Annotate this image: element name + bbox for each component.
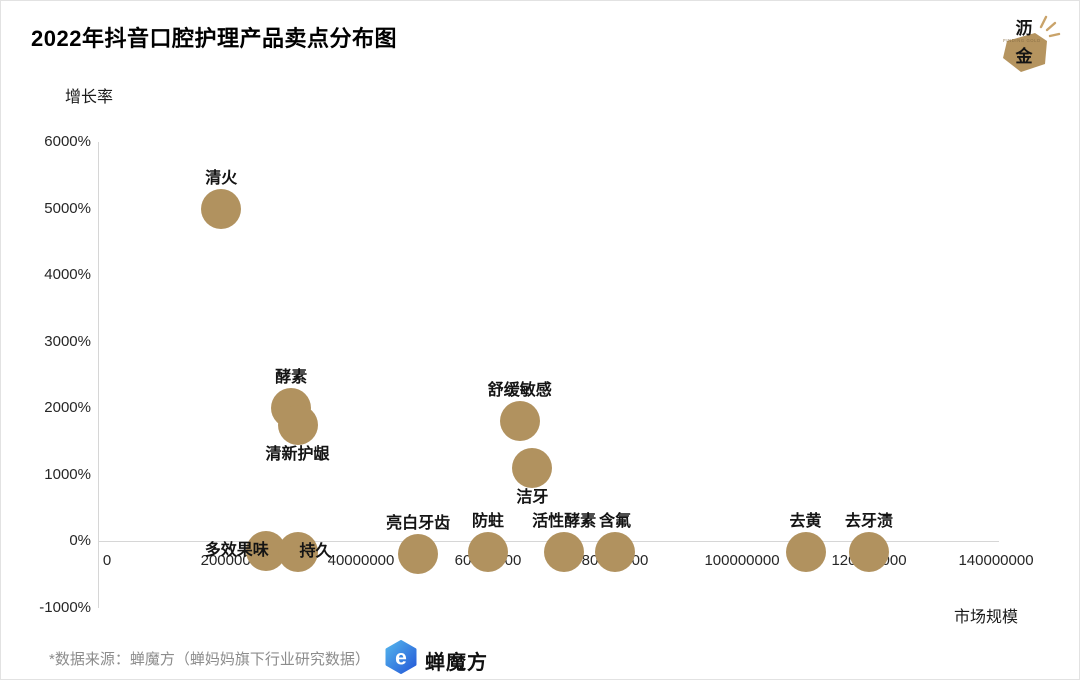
bubble-label: 清火 <box>205 169 238 187</box>
y-tick-label: 5000% <box>44 199 91 217</box>
bubble-label: 含氟 <box>598 512 632 530</box>
bubble <box>277 531 318 572</box>
y-tick-label: 1000% <box>44 465 91 483</box>
bubble <box>544 531 585 572</box>
x-axis-title: 市场规模 <box>954 609 1019 626</box>
bubble-label: 清新护龈 <box>265 445 330 463</box>
y-axis-line <box>98 142 99 608</box>
ray-icon <box>1045 21 1057 32</box>
x-tick-label: 0 <box>102 552 112 569</box>
bubble <box>785 531 826 572</box>
bubble-label: 酵素 <box>275 369 308 386</box>
bubble <box>398 533 439 574</box>
bubble-label: 去黄 <box>789 512 822 530</box>
lijin-logo: 沥 FINDING GOLD 金 <box>1003 15 1061 72</box>
ray-icon <box>1039 15 1048 29</box>
bubble-label: 去牙渍 <box>844 512 894 530</box>
logo-char-top: 沥 <box>1016 19 1033 38</box>
y-axis-title: 增长率 <box>65 89 114 106</box>
data-source-note: *数据来源：蝉魔方（蝉妈妈旗下行业研究数据） <box>49 651 370 668</box>
brand-glyph: e <box>395 647 407 670</box>
bubble-label: 洁牙 <box>516 488 549 506</box>
page-title: 2022年抖音口腔护理产品卖点分布图 <box>31 26 397 51</box>
gold-nugget-shape <box>1003 33 1047 72</box>
chanmofang-logo-icon: e <box>385 640 417 674</box>
bubble <box>468 532 508 573</box>
bubble <box>499 401 540 442</box>
bubble-label: 多效果味 <box>204 541 269 559</box>
bubble <box>277 404 318 445</box>
hexagon-shape <box>385 640 417 674</box>
y-tick-label: 6000% <box>44 133 91 150</box>
bubble-label: 持久 <box>299 542 332 560</box>
bubble <box>201 188 242 229</box>
ray-icon <box>1048 32 1061 38</box>
bubble <box>512 447 553 488</box>
y-tick-label: 4000% <box>44 266 91 283</box>
bubble <box>595 531 635 572</box>
brand-name: 蝉魔方 <box>425 652 488 674</box>
x-tick-label: 140000000 <box>958 552 1034 569</box>
bubble <box>849 531 889 572</box>
logo-char-bottom: 金 <box>1015 46 1034 66</box>
bubble-label: 活性酵素 <box>532 512 597 530</box>
logo-tagline: FINDING GOLD <box>1003 38 1040 43</box>
bubble-label: 舒缓敏感 <box>487 382 552 400</box>
bubble-label: 亮白牙齿 <box>386 514 451 532</box>
x-tick-label: 100000000 <box>704 552 780 569</box>
x-tick-label: 40000000 <box>327 552 395 569</box>
y-tick-label: 3000% <box>44 332 91 350</box>
y-tick-label: -1000% <box>39 598 91 616</box>
y-tick-label: 0% <box>69 532 91 549</box>
y-tick-label: 2000% <box>44 399 91 416</box>
bubble-label: 防蛀 <box>471 513 505 531</box>
